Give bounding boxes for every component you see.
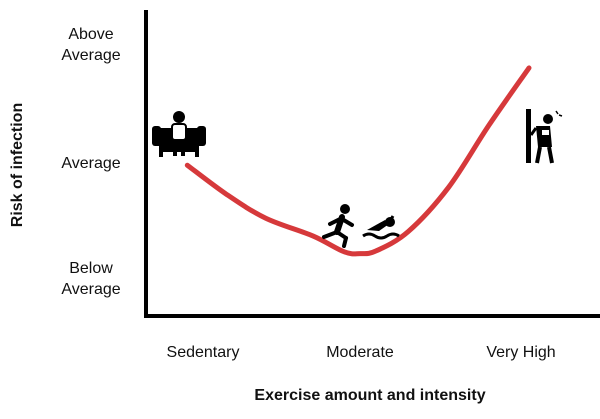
y-tick-above-average-line2: Average: [61, 47, 120, 64]
y-tick-below-average-line2: Average: [61, 281, 120, 298]
x-tick-very-high: Very High: [486, 344, 555, 361]
risk-curve: [184, 65, 532, 257]
x-axis-title: Exercise amount and intensity: [254, 387, 485, 404]
x-tick-sedentary: Sedentary: [167, 344, 240, 361]
y-tick-below-average-line1: Below: [69, 260, 113, 277]
exhausted-person-icon: [526, 109, 563, 164]
swimming-person-icon: [362, 215, 400, 240]
couch-sitting-icon: [152, 111, 206, 157]
x-tick-moderate: Moderate: [326, 344, 394, 361]
running-person-icon: [322, 204, 354, 248]
y-tick-average: Average: [61, 155, 120, 172]
y-tick-above-average-line1: Above: [68, 26, 113, 43]
y-axis-title: Risk of infection: [9, 103, 26, 227]
